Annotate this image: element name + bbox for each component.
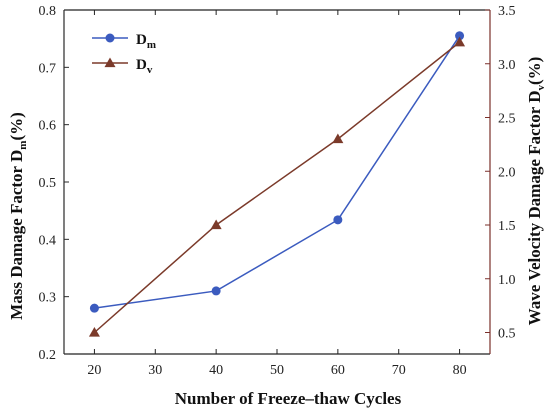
- legend-marker-dv: [104, 57, 116, 68]
- y-axis-right-title-sub: v: [535, 85, 547, 91]
- point-dm: [455, 31, 465, 41]
- x-tick-label: 20: [87, 363, 101, 378]
- y-right-tick-label: 1.0: [498, 273, 516, 288]
- y-axis-right: 0.5 1.0 1.5 2.0 2.5 3.0 3.5: [485, 4, 516, 342]
- series-layer: [88, 31, 466, 337]
- y-right-tick-label: 0.5: [498, 327, 516, 342]
- series-line-dv: [93, 41, 461, 334]
- legend-marker-dm: [105, 33, 115, 43]
- legend: Dm Dv: [92, 32, 156, 76]
- legend-label-dm: Dm: [136, 32, 156, 51]
- y-left-tick-label: 0.3: [39, 291, 57, 306]
- y-right-tick-label: 1.5: [498, 219, 516, 234]
- x-axis: 20 30 40 50 60 70 80: [87, 10, 467, 378]
- x-tick-label: 30: [148, 363, 162, 378]
- x-axis-title: Number of Freeze–thaw Cycles: [175, 389, 402, 408]
- point-dv: [332, 133, 344, 144]
- x-tick-label: 80: [453, 363, 467, 378]
- legend-label-dv: Dv: [136, 57, 153, 76]
- point-dv: [454, 36, 466, 47]
- point-dv: [210, 219, 222, 230]
- point-dv: [88, 327, 100, 337]
- y-left-tick-label: 0.4: [39, 233, 57, 248]
- y-axis-left: 0.2 0.3 0.4 0.5 0.6 0.7 0.8: [39, 4, 69, 363]
- y-left-tick-label: 0.2: [39, 348, 57, 363]
- y-axis-right-title-end: (%): [525, 57, 544, 85]
- y-left-tick-label: 0.8: [39, 4, 57, 19]
- y-axis-left-title-sub: m: [17, 141, 29, 150]
- point-dm: [333, 215, 343, 225]
- x-tick-label: 70: [392, 363, 406, 378]
- y-axis-left-title-main: Mass Damage Factor D: [7, 150, 26, 320]
- y-axis-left-title-end: (%): [7, 112, 26, 140]
- y-left-tick-label: 0.7: [39, 61, 57, 76]
- series-line-dm: [94, 35, 461, 309]
- y-right-tick-label: 3.0: [498, 58, 516, 73]
- y-axis-right-title-main: Wave Velocity Damage Factor D: [525, 91, 544, 326]
- y-axis-right-title: Wave Velocity Damage Factor Dv(%): [525, 57, 547, 326]
- x-tick-label: 60: [331, 363, 345, 378]
- y-right-tick-label: 2.5: [498, 112, 516, 127]
- x-tick-label: 50: [270, 363, 284, 378]
- x-tick-label: 40: [209, 363, 223, 378]
- point-dm: [211, 286, 221, 296]
- y-right-tick-label: 3.5: [498, 4, 516, 19]
- y-right-tick-label: 2.0: [498, 165, 516, 180]
- point-dm: [89, 303, 99, 313]
- y-left-tick-label: 0.6: [39, 119, 57, 134]
- y-axis-left-title: Mass Damage Factor Dm(%): [7, 112, 29, 320]
- y-left-tick-label: 0.5: [39, 176, 57, 191]
